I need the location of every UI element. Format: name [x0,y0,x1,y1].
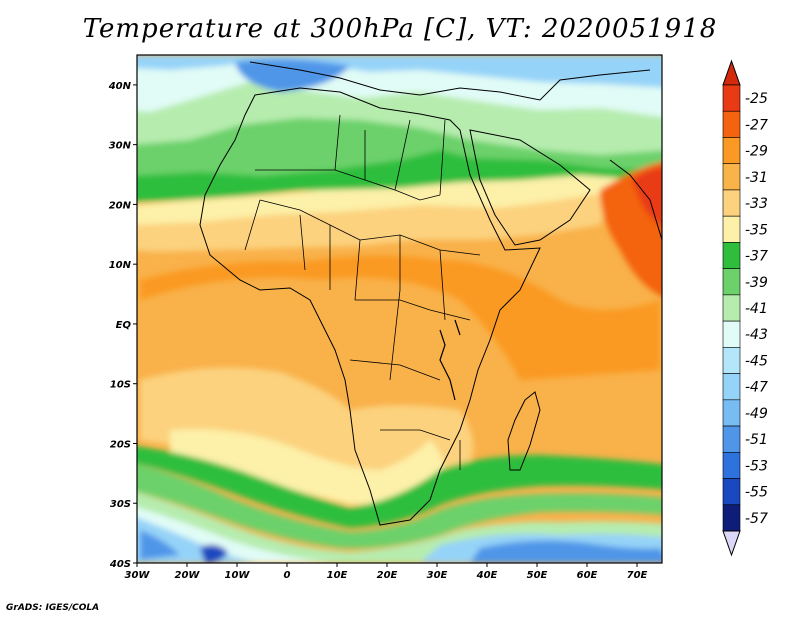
colorbar-tick-label: -43 [745,327,768,343]
coastlines [199,61,662,526]
lat-tick-label: EQ [116,320,132,331]
field-band-south-paleyellow [170,429,444,505]
colorbar-tick-label: -55 [745,485,768,501]
field-band-south-green [137,463,662,549]
colorbar-tick-label: -31 [745,170,768,186]
lon-tick-label: 30W [125,570,151,581]
colorbar-bin [722,425,741,453]
great-lakes [439,319,461,401]
colorbar-tick-label: -33 [745,196,768,212]
colorbar-bin [722,110,741,138]
colorbar-tick-label: -47 [745,380,768,396]
colorbar-bin [722,399,741,427]
arabia-coastline [469,129,591,246]
colorbar-bin [722,320,741,348]
colorbar-tick-label: -29 [745,144,768,160]
lon-tick-label: 70E [627,570,648,581]
colorbar-bottom-triangle [722,530,741,557]
colorbar-tick-label: -45 [745,353,768,369]
field-blob-equator-core [140,255,660,380]
lat-tick-label: 30S [110,499,131,510]
lon-tick-label: 10W [225,570,251,581]
lat-tick-label: 20N [109,200,132,211]
lon-tick-label: 30E [427,570,448,581]
field-blob-north-deepblue [235,59,350,92]
lon-tick-label: 0 [284,570,291,581]
lon-tick-label: 60E [577,570,598,581]
lat-tick-label: 40S [109,559,131,570]
latitude-axis: 40N 30N 20N 10N EQ 10S 20S 30S 40S [108,81,137,570]
colorbar-bin [722,215,741,243]
field-band-north-blue [137,55,662,88]
longitude-axis: 30W 20W 10W 0 10E 20E 30E 40E 50E 60E 70E [125,563,648,581]
map-frame [136,54,663,564]
colorbar-bin [722,347,741,374]
colorbar-tick-label: -37 [745,249,768,265]
madagascar-coastline [507,391,541,471]
field-band-south-mediumblue [140,530,662,563]
colorbar-bin [722,189,741,217]
lat-tick-label: 20S [110,439,131,450]
colorbar-bin [722,137,741,165]
africa-coastline [199,87,541,526]
lat-tick-label: 40N [108,81,132,92]
colorbar-tick-label: -51 [745,432,768,448]
colorbar-bin [722,268,741,296]
lon-tick-label: 50E [527,570,548,581]
colorbar-bin [722,478,741,506]
country-borders [244,114,481,470]
field-band-sahel-orange [137,192,610,252]
colorbar-tick-label: -27 [745,117,768,133]
map-title: Temperature at 300hPa [C], VT: 202005191… [82,14,718,44]
colorbar-top-triangle [722,59,741,86]
colorbar-tick-label: -53 [745,458,768,474]
europe-coastline [249,61,651,101]
colorbar-tick-label: -57 [745,511,768,527]
field-band-north-darkgreen [137,150,662,202]
colorbar-bin [722,294,741,322]
colorbar-tick-label: -35 [745,222,768,238]
temperature-field [137,55,662,563]
field-band-south-yellow [140,367,474,499]
colorbar-tick-label: -41 [745,301,768,317]
colorbar-bin [722,451,741,479]
colorbar-bin [722,84,741,112]
lat-tick-label: 10S [110,380,131,391]
colorbar-bin [722,373,741,401]
colorbar-tick-label: -49 [745,406,768,422]
lon-tick-label: 10E [327,570,348,581]
lon-tick-label: 20W [175,570,201,581]
lat-tick-label: 10N [109,260,132,271]
colorbar-bin [722,504,741,532]
colorbar-tick-label: -25 [745,91,768,107]
colorbar: -25 -27 -29 -31 -33 -35 -37 -39 -41 -43 -45 -47 -49 -… [722,59,768,557]
india-coastline [609,159,662,241]
lon-tick-label: 20E [377,570,398,581]
grads-credit: GrADS: IGES/COLA [6,603,100,613]
colorbar-bin [722,163,741,191]
field-band-south-darkgreen [137,446,662,528]
colorbar-bin [722,242,741,269]
lon-tick-label: 40E [476,570,498,581]
lat-tick-label: 30N [109,141,132,152]
colorbar-tick-label: -39 [745,275,768,291]
field-blob-south-deepblue [200,544,228,563]
